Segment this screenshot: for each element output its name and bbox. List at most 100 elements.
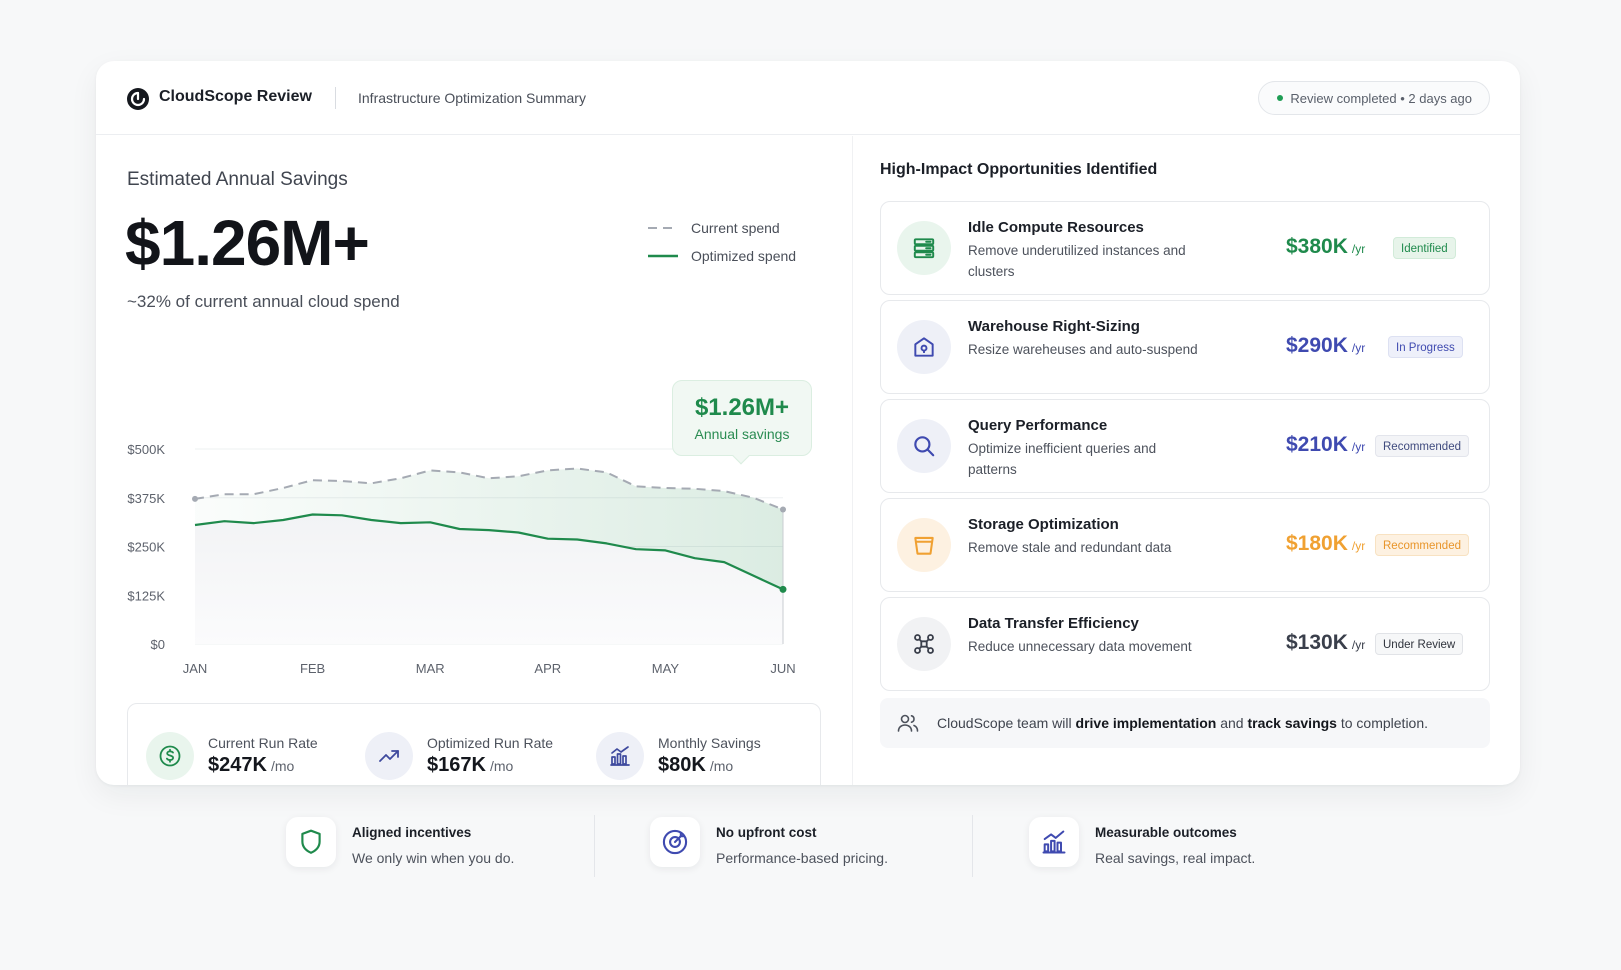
bucket-icon: [897, 518, 951, 572]
status-badge: Under Review: [1375, 633, 1464, 655]
opportunities-title: High-Impact Opportunities Identified: [880, 161, 1158, 178]
feature-title: Aligned incentives: [352, 825, 472, 840]
opportunity-name: Idle Compute Resources: [968, 219, 1144, 236]
savings-value: $1.26M+: [125, 207, 370, 279]
bar-chart-icon: [596, 732, 644, 780]
card-header: CloudScope Review Infrastructure Optimiz…: [96, 61, 1520, 135]
column-divider: [852, 136, 853, 785]
legend-label: Optimized spend: [691, 248, 797, 264]
feature-title: No upfront cost: [716, 825, 817, 840]
y-tick-label: $125K: [127, 588, 165, 603]
target-icon: [650, 817, 700, 867]
y-tick-label: $500K: [127, 442, 165, 457]
opportunity-data-transfer[interactable]: Data Transfer Efficiency Reduce unnecess…: [880, 597, 1490, 691]
savings-band: [195, 468, 783, 590]
opportunity-storage-optimization[interactable]: Storage Optimization Remove stale and re…: [880, 498, 1490, 592]
opportunity-name: Data Transfer Efficiency: [968, 615, 1139, 632]
status-text: Review completed • 2 days ago: [1290, 90, 1472, 106]
y-tick-label: $250K: [127, 540, 165, 555]
trend-up-icon: [365, 732, 413, 780]
opportunity-amount: $180K/yr: [1286, 532, 1366, 555]
legend-item-current: Current spend: [648, 214, 796, 242]
status-dot-icon: [1277, 95, 1284, 101]
status-badge: Recommended: [1375, 435, 1469, 457]
shield-icon: [286, 817, 336, 867]
warehouse-icon: [897, 320, 951, 374]
solid-line-icon: [648, 254, 678, 258]
status-badge: Identified: [1393, 237, 1456, 259]
status-badge: Recommended: [1375, 534, 1469, 556]
metric-value: $80K/mo: [658, 754, 734, 776]
y-tick-label: $0: [151, 637, 165, 652]
savings-callout: $1.26M+ Annual savings: [672, 380, 812, 465]
search-icon: [897, 419, 951, 473]
opportunity-name: Warehouse Right-Sizing: [968, 318, 1140, 335]
run-rate-metrics: Current Run Rate $247K/mo Optimized Run …: [127, 703, 821, 785]
feature-divider: [594, 815, 595, 877]
opportunity-desc: Reduce unnecessary data movement: [968, 639, 1192, 654]
opportunity-desc: Optimize inefficient queries and pattern…: [968, 441, 1157, 477]
opportunity-warehouse-right-sizing[interactable]: Warehouse Right-Sizing Resize wareheuses…: [880, 300, 1490, 394]
savings-label: Estimated Annual Savings: [127, 169, 348, 190]
value-propositions: Aligned incentives We only win when you …: [0, 815, 1621, 905]
opportunities-list: Idle Compute Resources Remove underutili…: [880, 201, 1490, 696]
users-icon: [897, 714, 919, 732]
metric-label: Optimized Run Rate: [427, 735, 554, 751]
team-note-text: CloudScope team will drive implementatio…: [937, 715, 1429, 731]
opportunity-amount: $130K/yr: [1286, 631, 1366, 654]
dashed-line-icon: [648, 227, 678, 229]
opportunity-desc: Remove stale and redundant data: [968, 540, 1172, 555]
feature-desc: We only win when you do.: [352, 850, 515, 866]
network-icon: [897, 617, 951, 671]
team-note: CloudScope team will drive implementatio…: [880, 698, 1490, 748]
brand-logo-icon: [127, 88, 149, 110]
feature-desc: Real savings, real impact.: [1095, 850, 1256, 866]
opportunity-query-performance[interactable]: Query Performance Optimize inefficient q…: [880, 399, 1490, 493]
x-tick-label: JUN: [770, 661, 795, 676]
callout-value: $1.26M+: [694, 394, 790, 421]
chart-legend: Current spend Optimized spend: [648, 214, 796, 270]
data-point: [192, 495, 198, 502]
legend-item-optimized: Optimized spend: [648, 242, 796, 270]
bar-chart-icon: [1029, 817, 1079, 867]
review-card: CloudScope Review Infrastructure Optimiz…: [96, 61, 1520, 785]
x-tick-label: APR: [534, 661, 561, 676]
legend-label: Current spend: [691, 220, 780, 236]
metric-value: $167K/mo: [427, 754, 514, 776]
opportunity-amount: $380K/yr: [1286, 235, 1366, 258]
brand-name: CloudScope Review: [159, 88, 312, 105]
metric-value: $247K/mo: [208, 754, 295, 776]
x-tick-label: MAR: [416, 661, 445, 676]
callout-label: Annual savings: [694, 426, 790, 442]
data-point: [779, 585, 787, 593]
opportunity-desc: Resize wareheuses and auto-suspend: [968, 342, 1198, 357]
opportunity-name: Query Performance: [968, 417, 1108, 434]
x-tick-label: MAY: [652, 661, 680, 676]
optimized-area: [195, 514, 783, 644]
feature-divider: [972, 815, 973, 877]
metric-label: Monthly Savings: [658, 735, 761, 751]
opportunity-idle-compute[interactable]: Idle Compute Resources Remove underutili…: [880, 201, 1490, 295]
opportunity-amount: $290K/yr: [1286, 334, 1366, 357]
feature-desc: Performance-based pricing.: [716, 850, 888, 866]
header-divider: [335, 87, 336, 109]
savings-panel: Estimated Annual Savings $1.26M+ ~32% of…: [96, 136, 852, 785]
opportunity-name: Storage Optimization: [968, 516, 1119, 533]
page-subtitle: Infrastructure Optimization Summary: [358, 90, 586, 106]
server-stack-icon: [897, 221, 951, 275]
opportunity-amount: $210K/yr: [1286, 433, 1366, 456]
spend-chart: $500K $375K $250K $125K $0 JAN FEB MAR APR MAY JUN: [127, 442, 795, 676]
dollar-circle-icon: [146, 732, 194, 780]
metric-label: Current Run Rate: [208, 735, 318, 751]
y-tick-label: $375K: [127, 491, 165, 506]
status-badge: Review completed • 2 days ago: [1258, 81, 1490, 115]
x-tick-label: JAN: [183, 661, 208, 676]
data-point: [780, 506, 786, 513]
feature-title: Measurable outcomes: [1095, 825, 1237, 840]
opportunity-desc: Remove underutilized instances and clust…: [968, 243, 1186, 279]
status-badge: In Progress: [1388, 336, 1463, 358]
series-line-current: [194, 467, 784, 511]
series-line-optimized: [194, 513, 784, 591]
x-tick-label: FEB: [300, 661, 325, 676]
savings-note: ~32% of current annual cloud spend: [127, 292, 400, 311]
